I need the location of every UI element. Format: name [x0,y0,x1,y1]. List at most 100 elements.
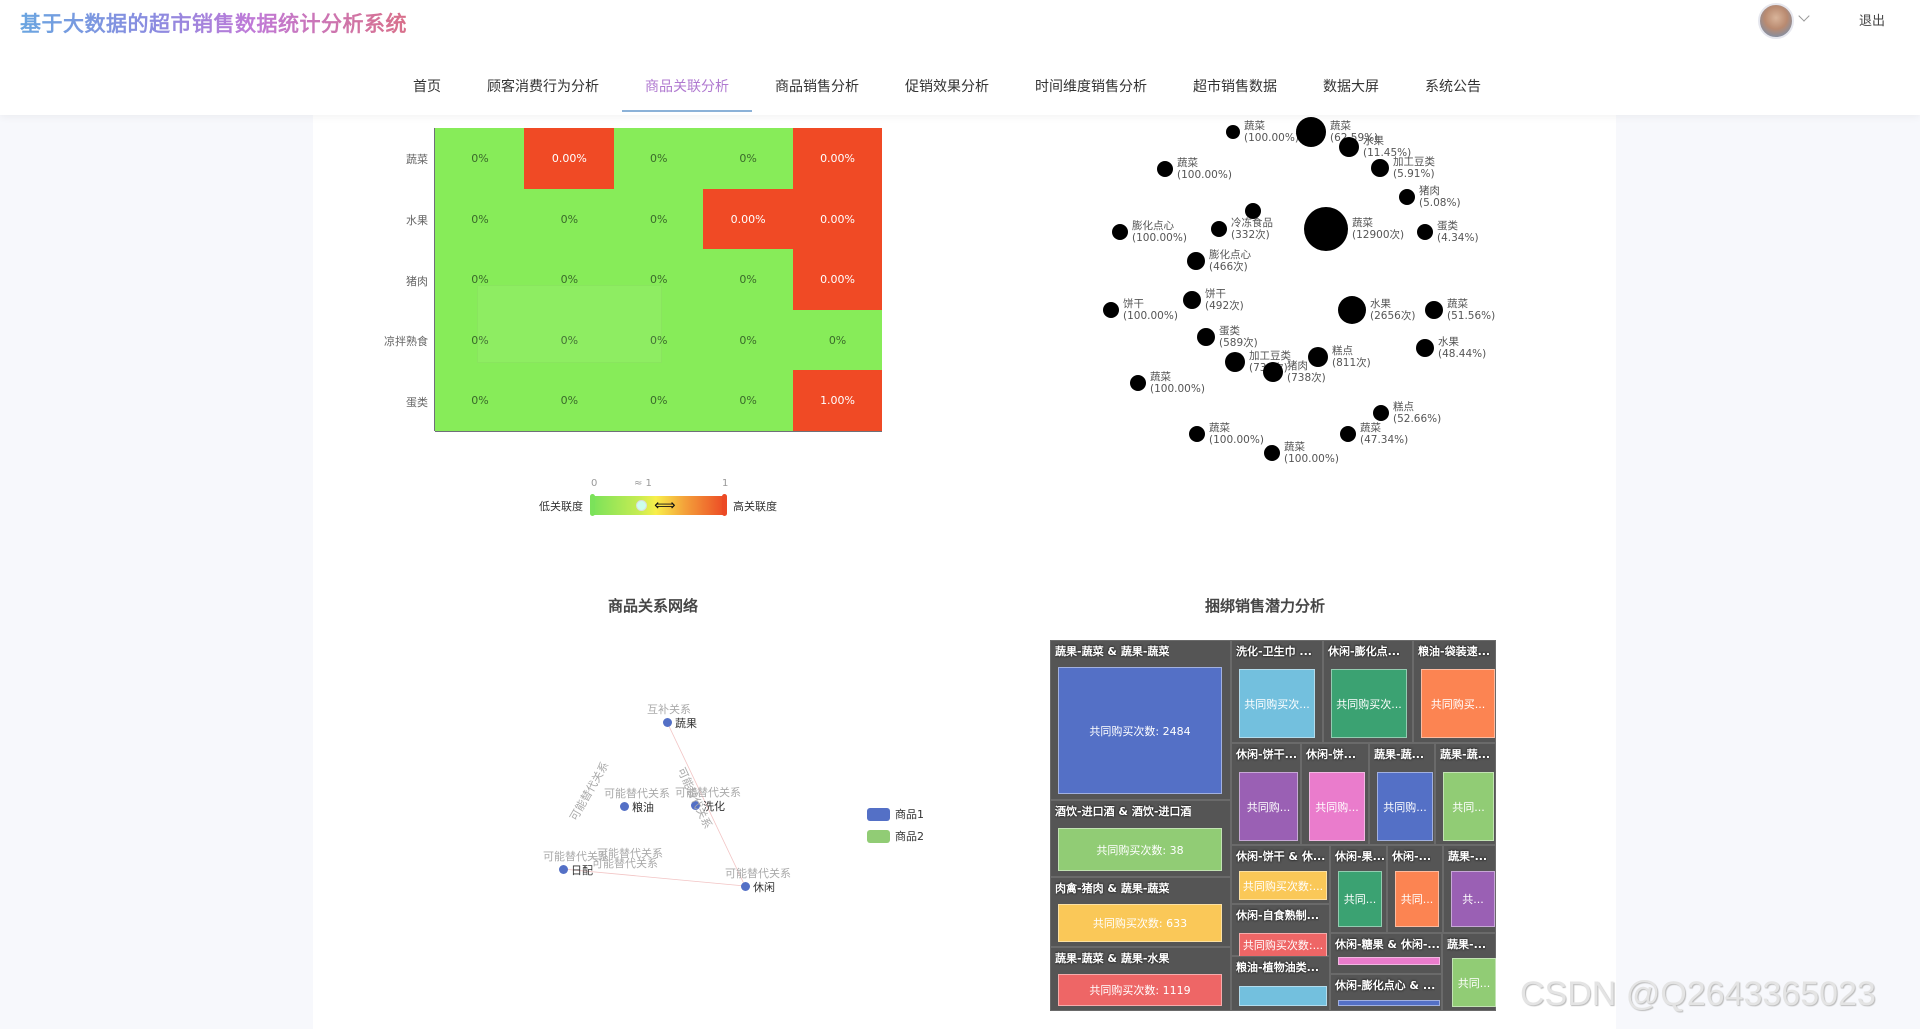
treemap-leaf[interactable]: 共同... [1338,871,1382,927]
legend-label[interactable]: 商品1 [895,808,924,821]
network-node[interactable] [740,881,750,891]
bubble-node[interactable] [1130,375,1146,391]
heatmap-cell[interactable]: 0% [524,309,615,371]
chevron-down-icon[interactable] [1798,10,1810,22]
legend-swatch[interactable] [867,830,890,843]
bubble-node[interactable] [1226,125,1240,139]
nav-tab-7[interactable]: 数据大屏 [1323,79,1379,95]
bubble-node[interactable] [1197,328,1215,346]
treemap-group[interactable]: 休闲-饼... [1301,743,1369,845]
nav-tab-5[interactable]: 时间维度销售分析 [1035,79,1147,95]
nav-tab-2[interactable]: 商品关联分析 [622,72,752,112]
bundle-treemap[interactable]: 蔬果-蔬菜 & 蔬果-蔬菜 共同购买次数: 2484 酒饮-进口酒 & 酒饮-进口酒… [1050,640,1496,1011]
treemap-group[interactable]: 洗化-卫生巾 ... [1231,640,1323,743]
treemap-leaf[interactable]: 共同... [1395,871,1439,927]
bubble-node[interactable] [1112,224,1128,240]
heatmap-cell[interactable]: 0% [703,309,794,371]
visual-map-min-handle[interactable] [590,494,595,516]
bubble-node[interactable] [1339,137,1359,157]
treemap-leaf[interactable]: 共同购... [1377,772,1433,841]
treemap-leaf[interactable] [1338,957,1440,965]
treemap-group[interactable]: 酒饮-进口酒 & 酒饮-进口酒 [1050,800,1231,877]
bubble-node[interactable] [1416,339,1434,357]
user-avatar[interactable] [1758,3,1794,39]
treemap-leaf[interactable]: 共... [1451,871,1495,927]
treemap-group[interactable]: 休闲-膨化点... [1323,640,1413,743]
treemap-leaf[interactable]: 共同购买次... [1239,669,1315,738]
treemap-group[interactable]: 休闲-膨化点心 & ... [1330,974,1442,1011]
heatmap-cell[interactable]: 0.00% [792,188,883,250]
treemap-group[interactable]: 休闲-饼干... [1231,743,1301,845]
treemap-group[interactable]: 肉禽-猪肉 & 蔬果-蔬菜 [1050,877,1231,947]
logout-button[interactable]: 退出 [1858,14,1885,29]
bubble-node[interactable] [1183,291,1201,309]
treemap-group[interactable]: 休闲-饼干 & 休... [1231,845,1330,904]
bubble-node[interactable] [1304,207,1348,251]
nav-tab-8[interactable]: 系统公告 [1425,79,1481,95]
heatmap-cell[interactable]: 0% [613,128,704,190]
treemap-group[interactable]: 粮油-袋装速... [1413,640,1496,743]
bubble-node[interactable] [1373,405,1389,421]
heatmap-cell[interactable]: 0% [613,370,704,432]
bubble-node[interactable] [1338,296,1366,324]
heatmap-cell[interactable]: 0.00% [703,188,794,250]
treemap-leaf[interactable]: 共同购... [1309,772,1365,841]
heatmap-cell[interactable]: 0% [435,309,525,371]
treemap-leaf[interactable]: 共同购买次数: 633 [1058,904,1222,942]
bubble-node[interactable] [1211,221,1227,237]
treemap-group[interactable]: 休闲-果... [1330,845,1387,933]
heatmap-cell[interactable]: 0% [524,249,615,311]
bubble-node[interactable] [1371,159,1389,177]
bubble-node[interactable] [1417,224,1433,240]
heatmap-cell[interactable]: 0% [435,370,525,432]
bubble-node[interactable] [1157,161,1173,177]
treemap-group[interactable]: 休闲-糖果 & 休闲-... [1330,933,1442,974]
bubble-node[interactable] [1399,189,1415,205]
treemap-group[interactable]: 休闲-... [1387,845,1443,933]
bubble-node[interactable] [1189,426,1205,442]
heatmap-cell[interactable]: 0% [703,370,794,432]
treemap-leaf[interactable]: 共同购买... [1421,669,1495,738]
visual-map-max-handle[interactable] [722,494,727,516]
treemap-group[interactable]: 粮油-植物油类... [1231,956,1330,1011]
visual-map-gradient[interactable] [592,496,725,515]
legend-label[interactable]: 商品2 [895,830,924,843]
nav-tab-1[interactable]: 顾客消费行为分析 [487,79,599,95]
nav-tab-4[interactable]: 促销效果分析 [905,79,989,95]
heatmap-cell[interactable]: 0% [613,249,704,311]
bubble-node[interactable] [1187,252,1205,270]
bubble-node[interactable] [1296,117,1326,147]
treemap-group[interactable]: 蔬果-... [1443,845,1496,933]
legend-swatch[interactable] [867,808,890,821]
treemap-leaf[interactable]: 共同购买次数: 1119 [1058,974,1222,1006]
treemap-leaf[interactable] [1239,986,1327,1006]
bubble-node[interactable] [1103,302,1119,318]
bubble-node[interactable] [1245,203,1261,219]
heatmap-cell[interactable]: 0% [435,128,525,190]
heatmap-cell[interactable]: 0% [435,249,525,311]
nav-tab-3[interactable]: 商品销售分析 [775,79,859,95]
heatmap-cell[interactable]: 0% [435,188,525,250]
heatmap-cell[interactable]: 0% [792,309,883,371]
treemap-leaf[interactable]: 共同... [1452,958,1496,1007]
bubble-node[interactable] [1308,347,1328,367]
treemap-leaf[interactable]: 共同... [1443,772,1494,841]
heatmap-cell[interactable]: 0% [703,128,794,190]
treemap-group[interactable]: 蔬果-蔬... [1435,743,1496,845]
treemap-group[interactable]: 蔬果-蔬菜 & 蔬果-水果 [1050,947,1231,1011]
heatmap-cell[interactable]: 0% [613,309,704,371]
network-node[interactable] [558,864,568,874]
heatmap-cell[interactable]: 0.00% [524,128,615,190]
heatmap-cell[interactable]: 0% [703,249,794,311]
network-node[interactable] [619,801,629,811]
treemap-group[interactable]: 蔬果-蔬... [1369,743,1435,845]
heatmap-cell[interactable]: 0% [524,188,615,250]
treemap-group[interactable]: 蔬果-蔬菜 & 蔬果-蔬菜 [1050,640,1231,800]
bubble-node[interactable] [1263,362,1283,382]
treemap-leaf[interactable]: 共同购买次数: 2484 [1058,667,1222,794]
treemap-leaf[interactable]: 共同购买次数:... [1239,933,1327,957]
network-node[interactable] [690,800,700,810]
treemap-leaf[interactable]: 共同购... [1239,772,1298,841]
nav-tab-0[interactable]: 首页 [413,79,441,95]
bubble-node[interactable] [1340,426,1356,442]
